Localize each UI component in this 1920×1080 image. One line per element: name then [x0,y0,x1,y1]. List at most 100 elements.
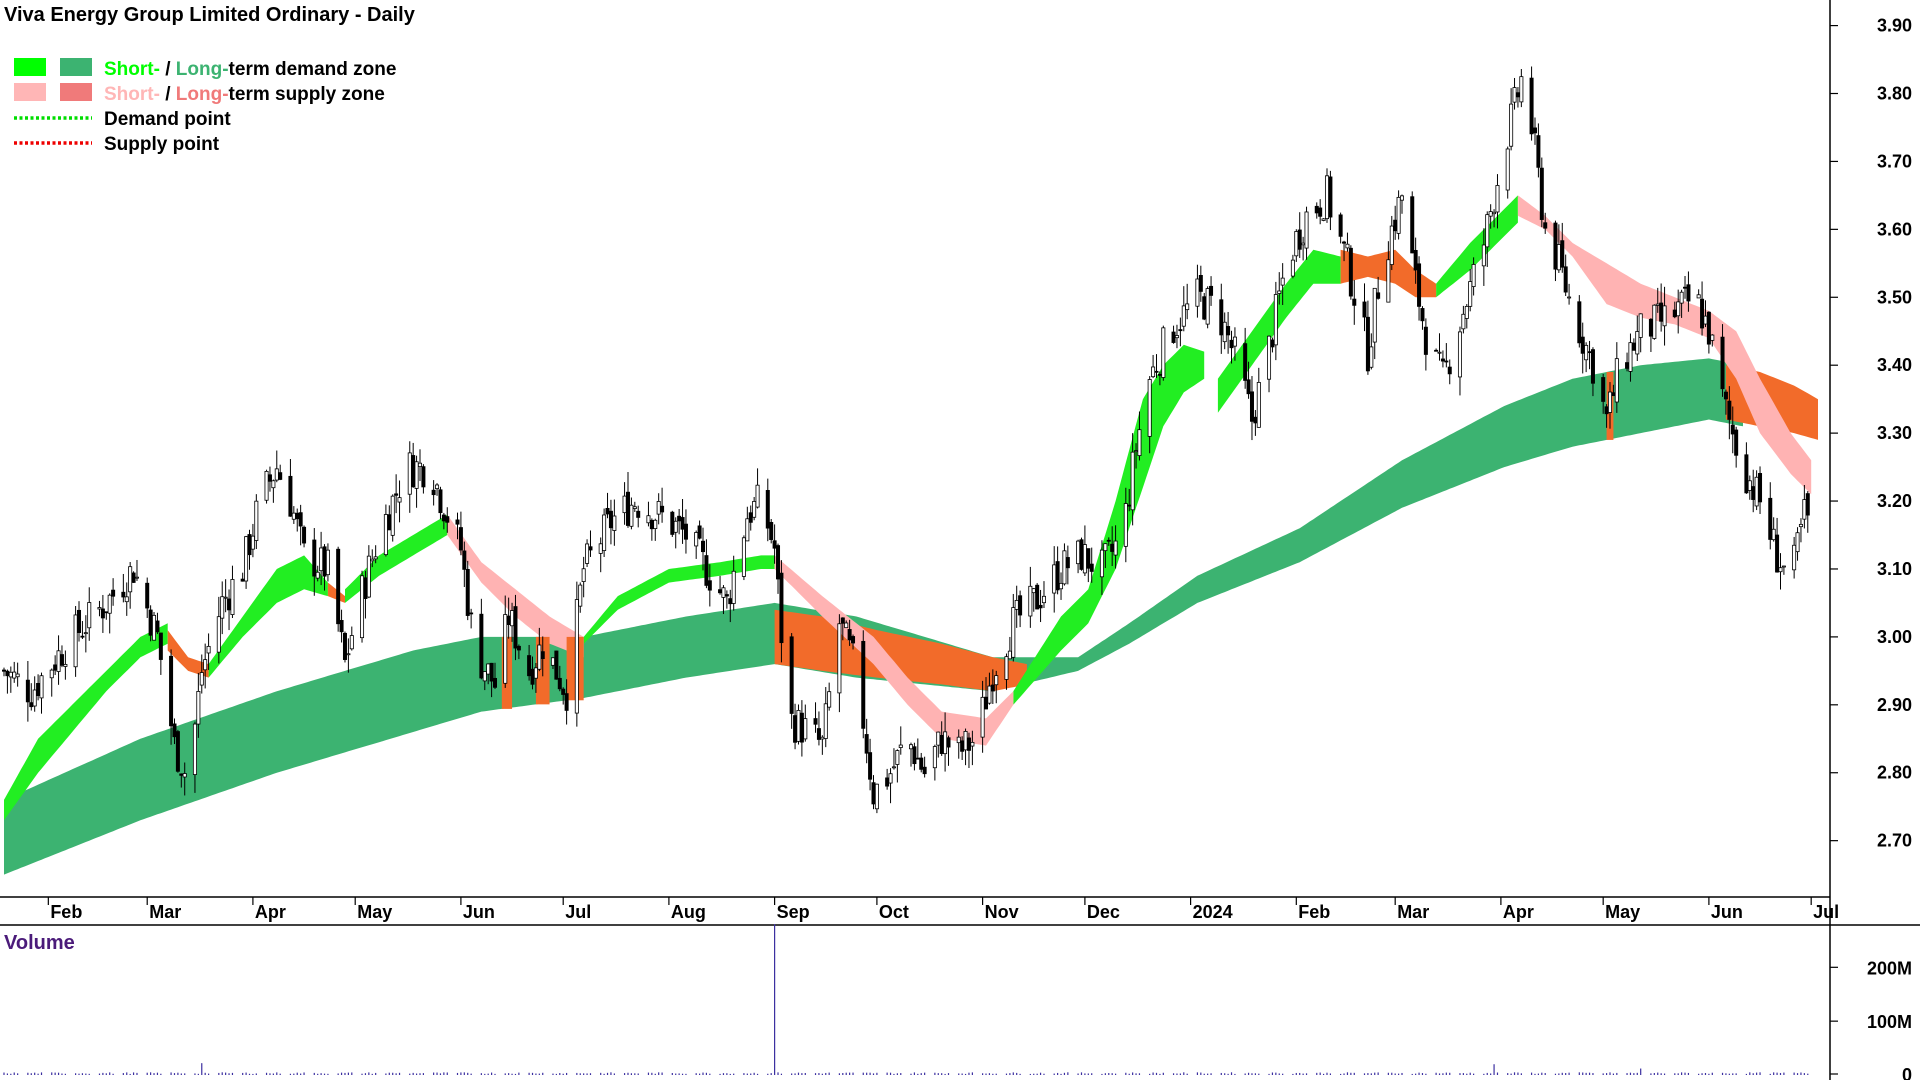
candle-body [97,607,102,610]
candle-body [36,682,41,697]
candle-body [1628,342,1633,372]
candle-body [1205,288,1210,325]
candle-body [605,507,610,515]
candle-body [1611,392,1616,397]
candle-body [482,671,487,682]
candle-body [939,734,944,754]
candle-body [1638,313,1643,338]
month-tick-label: Jun [463,902,495,922]
candle-body [922,766,927,775]
candle-body [561,688,566,695]
candle-body [1277,290,1282,294]
candle-body [885,777,890,787]
candle-body [1434,349,1439,352]
candle-body [1345,243,1350,249]
candle-body [1338,214,1343,237]
candle-body [646,515,651,524]
candle-body [1342,241,1347,244]
short-term-demand-zone [1217,249,1341,413]
candle-body [844,622,849,629]
candle-body [264,470,269,501]
candle-body [134,576,139,579]
candle-body [574,599,579,714]
candle-body [107,594,112,614]
candle-body [1703,315,1708,325]
candle-body [199,672,204,686]
legend-swatch [14,58,46,76]
candle-body [516,645,521,651]
candle-body [868,752,873,780]
legend-label-part: Long- [176,84,229,105]
candle-body [339,620,344,633]
candle-body [1369,346,1374,368]
candle-body [1577,301,1582,344]
candle-body [407,452,412,495]
candle-body [1318,207,1323,217]
candle-body [820,736,825,740]
candle-body [291,512,296,520]
candle-body [1625,362,1630,369]
candle-body [919,757,924,770]
candle-body [373,556,378,560]
candle-body [1362,301,1367,318]
candle-body [111,589,116,597]
candle-body [1106,539,1111,542]
candle-body [169,655,174,727]
candle-body [73,614,78,668]
candle-body [1608,391,1613,413]
candle-body [254,500,259,541]
candle-body [223,596,228,599]
candle-body [1007,650,1012,660]
candle-body [267,474,272,482]
candle-body [564,693,569,711]
candle-body [1396,196,1401,234]
candle-body [342,632,347,660]
candle-body [701,540,706,553]
short-term-supply-zone [1517,195,1812,495]
candle-body [250,535,255,550]
candle-body [629,504,634,527]
candle-body [1110,543,1115,552]
candle-body [1127,504,1132,507]
candle-body [718,589,723,594]
short-term-demand-zone [583,555,775,644]
candle-body [660,505,665,513]
price-tick-label: 3.30 [1877,423,1912,443]
candle-body [1178,329,1183,332]
candle-body [1089,563,1094,572]
candle-body [956,736,961,744]
candle-body [533,667,538,679]
candle-body [1706,311,1711,345]
candle-body [414,461,419,489]
month-tick-label: Feb [50,902,82,922]
candle-body [1195,278,1200,307]
candle-body [1440,358,1445,362]
candle-body [1062,550,1067,585]
candle-body [1457,331,1462,378]
price-tick-label: 3.20 [1877,491,1912,511]
price-tick-label: 3.10 [1877,559,1912,579]
candles-layer [2,66,1810,814]
candle-body [1648,318,1653,337]
candle-body [360,575,365,639]
price-tick-label: 2.90 [1877,695,1912,715]
candle-body [827,691,832,708]
month-tick-label: Apr [255,902,286,922]
candle-body [455,519,460,525]
legend-label: Short- / Long-term supply zone [104,84,385,105]
candle-body [612,515,617,531]
candle-body [1280,277,1285,286]
candle-body [789,636,794,714]
legend-label-part: Long- [176,59,229,80]
candle-body [898,744,903,748]
candle-body [1539,167,1544,220]
candle-body [752,501,757,518]
month-tick-label: Jun [1711,902,1743,922]
candle-body [1727,400,1732,420]
candle-body [128,566,133,593]
candle-body [206,645,211,654]
short-term-supply-zone [167,630,209,678]
candle-body [1065,557,1070,569]
candle-body [59,654,64,666]
